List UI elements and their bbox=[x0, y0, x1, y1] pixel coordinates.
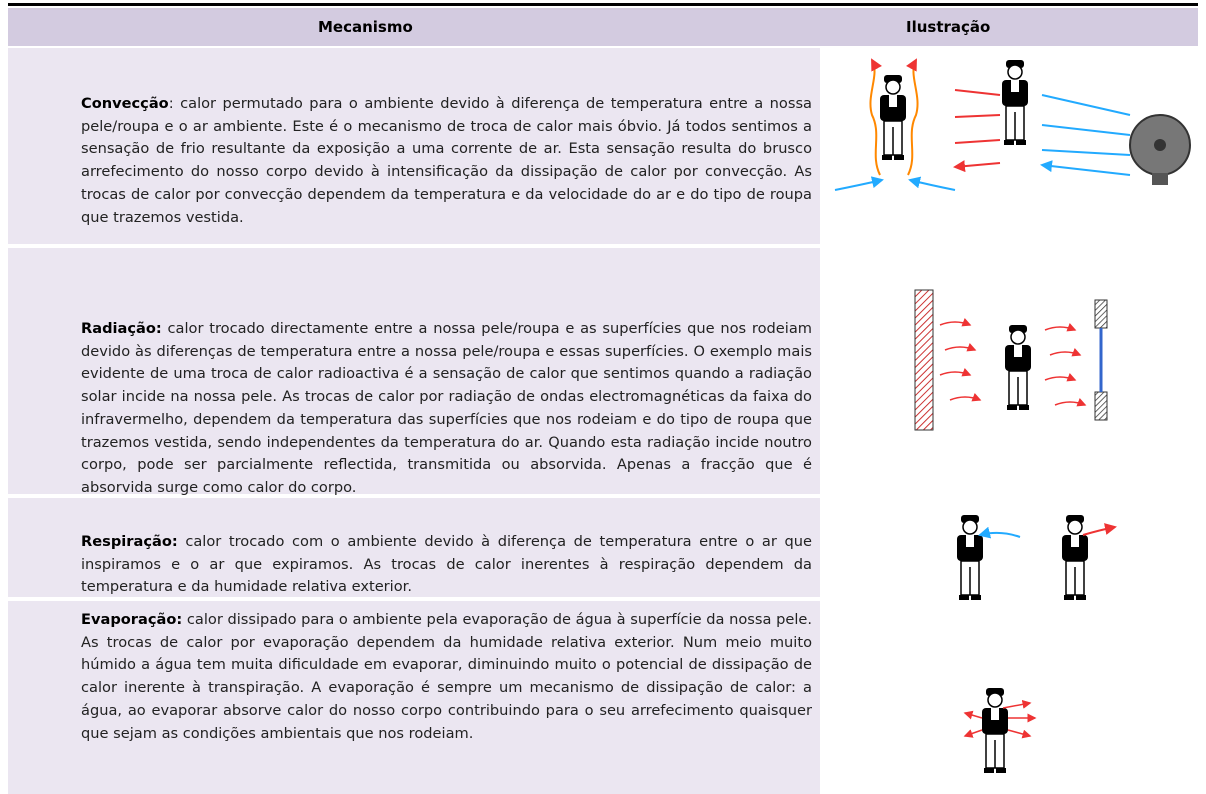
table-row: Convecção: calor permutado para o ambien… bbox=[8, 48, 820, 244]
top-rule bbox=[8, 3, 1198, 6]
description: : calor permutado para o ambiente devido… bbox=[81, 95, 812, 226]
radiation-illustration bbox=[914, 289, 1108, 431]
convection-illustration bbox=[834, 58, 1191, 191]
header-cell: Mecanismo bbox=[318, 18, 413, 36]
description: calor trocado directamente entre a nossa… bbox=[81, 320, 812, 496]
term: Respiração: bbox=[81, 533, 178, 550]
evaporation-illustration bbox=[963, 688, 1037, 774]
row-text: Radiação: calor trocado directamente ent… bbox=[81, 318, 812, 500]
description: calor trocado com o ambiente devido à di… bbox=[81, 533, 812, 596]
header-cell: Ilustração bbox=[906, 18, 991, 36]
table-row: Evaporação: calor dissipado para o ambie… bbox=[8, 601, 820, 794]
term: Radiação: bbox=[81, 320, 162, 337]
respiration-illustration bbox=[956, 515, 1117, 601]
term: Evaporação: bbox=[81, 611, 183, 628]
row-text: Respiração: calor trocado com o ambiente… bbox=[81, 531, 812, 599]
row-text: Convecção: calor permutado para o ambien… bbox=[81, 93, 812, 229]
table-row: Radiação: calor trocado directamente ent… bbox=[8, 248, 820, 496]
table-row: Respiração: calor trocado com o ambiente… bbox=[8, 498, 820, 597]
term: Convecção bbox=[81, 95, 169, 112]
description: calor dissipado para o ambiente pela eva… bbox=[81, 611, 812, 742]
row-text: Evaporação: calor dissipado para o ambie… bbox=[81, 609, 812, 745]
table-header: Mecanismo Ilustração bbox=[8, 8, 1198, 46]
